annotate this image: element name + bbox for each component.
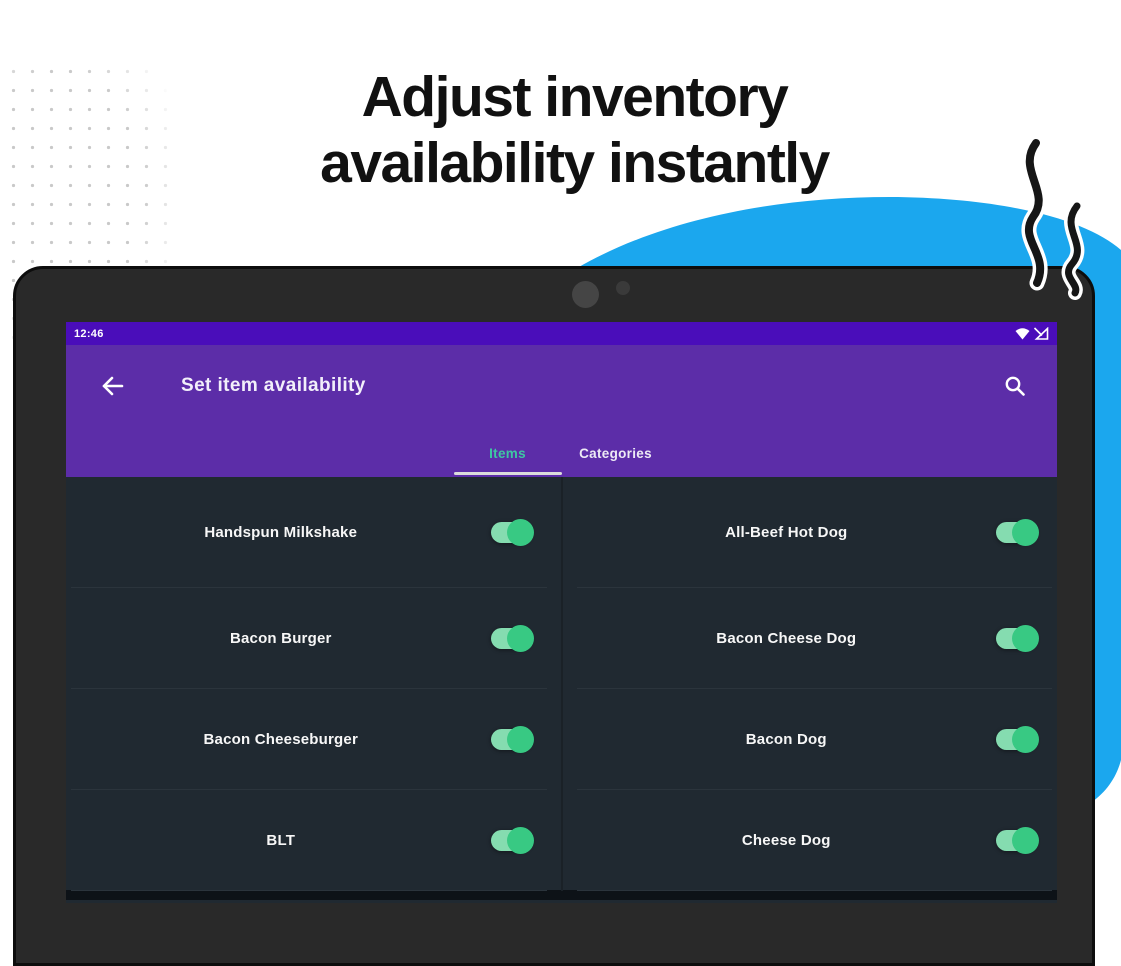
availability-toggle[interactable] bbox=[996, 518, 1039, 546]
tab-items[interactable]: Items bbox=[453, 436, 562, 477]
toggle-knob bbox=[1012, 518, 1039, 546]
availability-toggle[interactable] bbox=[490, 624, 534, 652]
item-label: Bacon Cheese Dog bbox=[716, 629, 857, 647]
item-row: Handspun Milkshake bbox=[71, 477, 547, 588]
item-list: Handspun Milkshake Bacon Burger Bacon Chee… bbox=[66, 477, 1058, 891]
item-label: Bacon Dog bbox=[745, 730, 827, 748]
availability-toggle[interactable] bbox=[996, 826, 1039, 854]
screen-bottom-strip bbox=[66, 890, 1057, 900]
availability-toggle[interactable] bbox=[996, 624, 1039, 652]
app-bar: Set item availability Items Categories bbox=[66, 345, 1057, 477]
tab-indicator bbox=[453, 472, 562, 475]
item-label: Cheese Dog bbox=[741, 831, 831, 849]
item-row: Bacon Burger bbox=[71, 588, 547, 689]
toggle-knob bbox=[506, 725, 534, 753]
item-label: Bacon Burger bbox=[229, 629, 332, 647]
hero-heading-line1: Adjust inventory bbox=[361, 65, 789, 129]
item-column-left: Handspun Milkshake Bacon Burger Bacon Chee… bbox=[66, 477, 552, 891]
item-label: All-Beef Hot Dog bbox=[725, 523, 848, 541]
tablet-screen: 12:46 Set item availability bbox=[66, 322, 1057, 903]
column-divider bbox=[560, 477, 563, 891]
item-label: Bacon Cheeseburger bbox=[203, 730, 358, 748]
hero-heading: Adjust inventory availability instantly bbox=[14, 64, 1121, 196]
item-label: Handspun Milkshake bbox=[204, 523, 358, 541]
toggle-knob bbox=[1012, 624, 1039, 652]
status-icons bbox=[1015, 327, 1049, 340]
toggle-knob bbox=[506, 624, 534, 652]
status-bar: 12:46 bbox=[66, 322, 1057, 345]
status-time: 12:46 bbox=[74, 327, 104, 340]
tablet-device: 12:46 Set item availability bbox=[13, 266, 1095, 966]
item-row: Cheese Dog bbox=[576, 790, 1052, 891]
back-button[interactable] bbox=[100, 373, 126, 399]
wifi-icon bbox=[1015, 328, 1030, 340]
item-row: All-Beef Hot Dog bbox=[576, 477, 1052, 588]
item-row: Bacon Cheeseburger bbox=[71, 689, 547, 790]
availability-toggle[interactable] bbox=[996, 725, 1039, 753]
availability-toggle[interactable] bbox=[490, 518, 534, 546]
toggle-knob bbox=[506, 518, 534, 546]
tab-items-label: Items bbox=[489, 446, 526, 461]
availability-toggle[interactable] bbox=[490, 826, 534, 854]
item-row: Bacon Cheese Dog bbox=[576, 588, 1052, 689]
search-icon[interactable] bbox=[1003, 374, 1027, 398]
toggle-knob bbox=[1012, 725, 1039, 753]
page-title: Set item availability bbox=[181, 375, 366, 396]
cell-signal-icon bbox=[1033, 327, 1049, 340]
hero-heading-line2: availability instantly bbox=[320, 131, 830, 196]
item-label: BLT bbox=[266, 831, 296, 849]
tablet-sensor-icon bbox=[616, 281, 630, 295]
toggle-knob bbox=[1012, 826, 1039, 854]
item-row: BLT bbox=[71, 790, 547, 891]
tab-categories-label: Categories bbox=[579, 446, 652, 461]
tab-categories[interactable]: Categories bbox=[562, 436, 670, 477]
availability-toggle[interactable] bbox=[490, 725, 534, 753]
toggle-knob bbox=[506, 826, 534, 854]
item-row: Bacon Dog bbox=[576, 689, 1052, 790]
item-column-right: All-Beef Hot Dog Bacon Cheese Dog Bacon Do… bbox=[572, 477, 1058, 891]
tablet-camera-icon bbox=[572, 281, 599, 308]
tab-bar: Items Categories bbox=[66, 436, 1057, 477]
